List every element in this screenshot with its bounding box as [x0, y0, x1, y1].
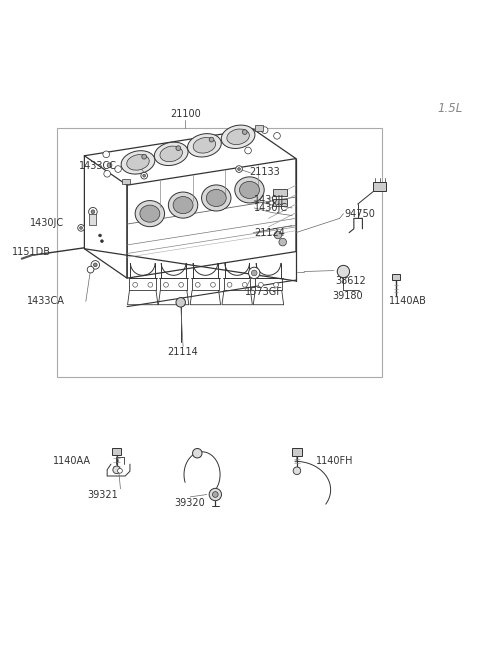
Text: 1573GF: 1573GF — [245, 287, 283, 297]
Text: 39180: 39180 — [333, 291, 363, 301]
Ellipse shape — [160, 146, 182, 162]
Circle shape — [242, 282, 247, 287]
Bar — [112, 447, 121, 455]
Circle shape — [192, 449, 202, 458]
Text: 39321: 39321 — [87, 490, 118, 500]
Circle shape — [148, 282, 153, 287]
Circle shape — [104, 170, 110, 177]
Ellipse shape — [173, 196, 193, 214]
Bar — [122, 179, 130, 184]
Circle shape — [242, 130, 247, 134]
Text: 21133: 21133 — [250, 167, 280, 177]
Text: 1433CC: 1433CC — [79, 161, 117, 171]
Ellipse shape — [135, 200, 165, 227]
Ellipse shape — [155, 142, 188, 166]
Circle shape — [176, 297, 185, 307]
Circle shape — [141, 172, 147, 179]
Ellipse shape — [202, 185, 231, 211]
Text: 21114: 21114 — [168, 347, 198, 358]
Text: 1140FH: 1140FH — [316, 457, 353, 466]
Circle shape — [274, 282, 278, 287]
Ellipse shape — [168, 192, 198, 218]
Ellipse shape — [235, 177, 264, 203]
Circle shape — [238, 168, 240, 170]
Text: 1430JC: 1430JC — [30, 218, 64, 228]
Circle shape — [259, 282, 263, 287]
Ellipse shape — [193, 138, 216, 153]
Circle shape — [211, 282, 216, 287]
Circle shape — [274, 132, 280, 139]
Circle shape — [176, 146, 180, 151]
Circle shape — [164, 282, 168, 287]
Ellipse shape — [127, 155, 149, 170]
Text: 38612: 38612 — [335, 276, 366, 286]
Circle shape — [118, 468, 122, 473]
Circle shape — [115, 166, 121, 172]
Circle shape — [142, 155, 146, 159]
Bar — [255, 125, 263, 131]
Text: 1140AB: 1140AB — [389, 296, 427, 306]
Circle shape — [213, 492, 218, 497]
Circle shape — [94, 263, 97, 267]
Bar — [89, 214, 96, 225]
Circle shape — [227, 282, 232, 287]
Ellipse shape — [227, 129, 249, 145]
Text: 21124: 21124 — [254, 227, 285, 238]
Text: 1.5L: 1.5L — [438, 102, 463, 115]
Circle shape — [89, 208, 97, 216]
Circle shape — [113, 466, 120, 474]
Circle shape — [195, 282, 200, 287]
Bar — [373, 182, 386, 191]
Circle shape — [274, 231, 282, 239]
Bar — [273, 189, 288, 196]
Circle shape — [78, 225, 84, 231]
Bar — [273, 199, 288, 206]
Ellipse shape — [221, 125, 255, 149]
Text: 1433CA: 1433CA — [26, 297, 64, 307]
Circle shape — [103, 151, 109, 158]
Circle shape — [179, 282, 183, 287]
Circle shape — [209, 138, 214, 142]
Circle shape — [107, 163, 112, 168]
Text: 21100: 21100 — [170, 109, 201, 119]
Ellipse shape — [188, 134, 221, 157]
Text: 39320: 39320 — [175, 498, 205, 508]
Circle shape — [249, 267, 260, 278]
Bar — [57, 128, 383, 377]
Ellipse shape — [140, 205, 160, 222]
Circle shape — [98, 234, 101, 237]
Circle shape — [236, 166, 242, 172]
Text: 1151DB: 1151DB — [12, 246, 51, 257]
Circle shape — [209, 489, 221, 500]
Circle shape — [245, 147, 252, 154]
Ellipse shape — [240, 181, 260, 198]
Text: 1430JC: 1430JC — [254, 203, 288, 213]
Circle shape — [252, 270, 257, 276]
Circle shape — [80, 227, 83, 229]
Ellipse shape — [206, 189, 226, 206]
Circle shape — [100, 240, 103, 242]
Circle shape — [87, 267, 94, 273]
Circle shape — [261, 127, 268, 134]
Circle shape — [143, 174, 145, 177]
Text: 1430JJ: 1430JJ — [254, 195, 285, 206]
Bar — [292, 449, 301, 456]
Circle shape — [91, 210, 95, 214]
Circle shape — [293, 467, 301, 475]
Circle shape — [91, 261, 99, 269]
Text: 1140AA: 1140AA — [52, 457, 91, 466]
Ellipse shape — [121, 151, 155, 174]
Bar — [392, 274, 400, 280]
Circle shape — [337, 265, 349, 278]
Circle shape — [279, 238, 287, 246]
Circle shape — [133, 282, 137, 287]
Text: 94750: 94750 — [344, 209, 375, 219]
